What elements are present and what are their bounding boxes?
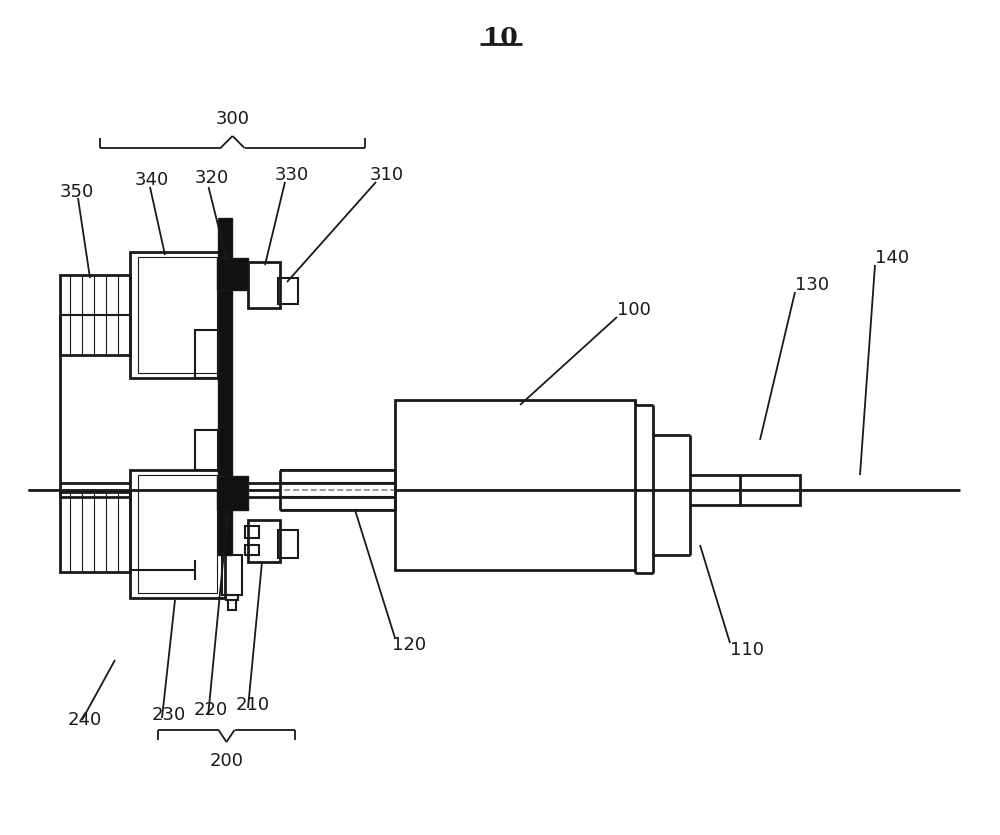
Text: 200: 200 bbox=[210, 752, 244, 770]
Text: 230: 230 bbox=[152, 706, 186, 724]
Text: 100: 100 bbox=[617, 301, 651, 319]
Text: 120: 120 bbox=[392, 636, 426, 654]
Text: 300: 300 bbox=[216, 110, 250, 128]
Bar bbox=[60, 492, 130, 572]
Bar bbox=[395, 400, 635, 570]
Bar bbox=[226, 595, 238, 600]
Bar bbox=[217, 476, 248, 510]
Bar bbox=[222, 555, 242, 595]
Bar bbox=[740, 475, 800, 505]
Bar bbox=[195, 430, 218, 470]
Bar bbox=[278, 530, 298, 558]
Bar bbox=[245, 526, 259, 538]
Bar bbox=[138, 475, 217, 593]
Bar bbox=[248, 520, 280, 562]
Text: 110: 110 bbox=[730, 641, 764, 659]
Bar bbox=[245, 545, 259, 555]
Bar bbox=[195, 330, 218, 378]
Bar bbox=[278, 278, 298, 304]
Text: 130: 130 bbox=[795, 276, 829, 294]
Text: 240: 240 bbox=[68, 711, 102, 729]
Bar bbox=[217, 258, 248, 290]
Bar bbox=[130, 470, 225, 598]
Text: 340: 340 bbox=[135, 171, 169, 189]
Bar bbox=[60, 275, 130, 355]
Bar bbox=[130, 252, 225, 378]
Text: 330: 330 bbox=[275, 166, 309, 184]
Text: 350: 350 bbox=[60, 183, 94, 201]
Text: 320: 320 bbox=[195, 169, 229, 187]
Bar bbox=[218, 218, 232, 555]
Text: 140: 140 bbox=[875, 249, 909, 267]
Text: 310: 310 bbox=[370, 166, 404, 184]
Text: 210: 210 bbox=[236, 696, 270, 714]
Bar bbox=[138, 257, 217, 373]
Bar bbox=[228, 600, 236, 610]
Text: 220: 220 bbox=[194, 701, 228, 719]
Bar bbox=[248, 262, 280, 308]
Text: 10: 10 bbox=[483, 26, 517, 50]
